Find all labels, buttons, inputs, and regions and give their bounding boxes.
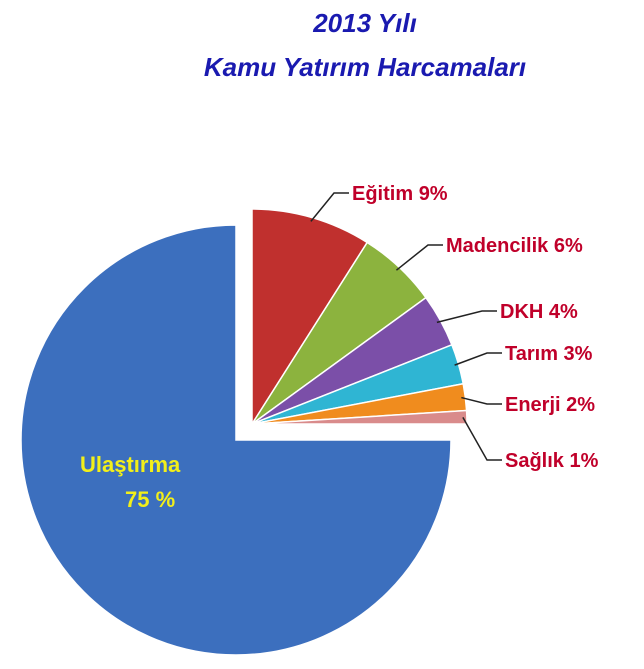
slice-label: Tarım 3% bbox=[505, 343, 593, 365]
slice-value: 2% bbox=[566, 394, 595, 416]
slice-label: Sağlık 1% bbox=[505, 450, 599, 472]
leader-line bbox=[310, 192, 349, 222]
pie-slice bbox=[251, 208, 369, 427]
leader-line bbox=[461, 396, 502, 405]
slice-name: Enerji bbox=[505, 394, 561, 416]
leader-line bbox=[436, 310, 497, 324]
slice-name: Eğitim bbox=[352, 183, 413, 205]
slice-value: 4% bbox=[549, 301, 578, 323]
chart-subtitle: Kamu Yatırım Harcamaları bbox=[204, 52, 526, 82]
slice-value: 1% bbox=[569, 450, 598, 472]
slice-label: Eğitim 9% bbox=[352, 183, 448, 205]
slice-name: Tarım bbox=[505, 343, 558, 365]
slice-value: 75 % bbox=[125, 487, 175, 512]
slice-value: 6% bbox=[554, 235, 583, 257]
slice-name: Madencilik bbox=[446, 235, 549, 257]
leader-line bbox=[454, 352, 502, 366]
leader-line bbox=[462, 417, 502, 461]
slice-label: Enerji 2% bbox=[505, 394, 595, 416]
leader-line bbox=[395, 244, 443, 271]
slice-label: Ulaştırma bbox=[80, 452, 181, 477]
pie-slice bbox=[20, 224, 452, 656]
slice-name: DKH bbox=[500, 301, 543, 323]
slice-label: DKH 4% bbox=[500, 301, 578, 323]
slice-value: 9% bbox=[419, 183, 448, 205]
slice-label: Madencilik 6% bbox=[446, 235, 583, 257]
slice-name: Sağlık bbox=[505, 450, 565, 472]
slice-value: 3% bbox=[564, 343, 593, 365]
chart-title: 2013 Yılı bbox=[312, 8, 417, 38]
